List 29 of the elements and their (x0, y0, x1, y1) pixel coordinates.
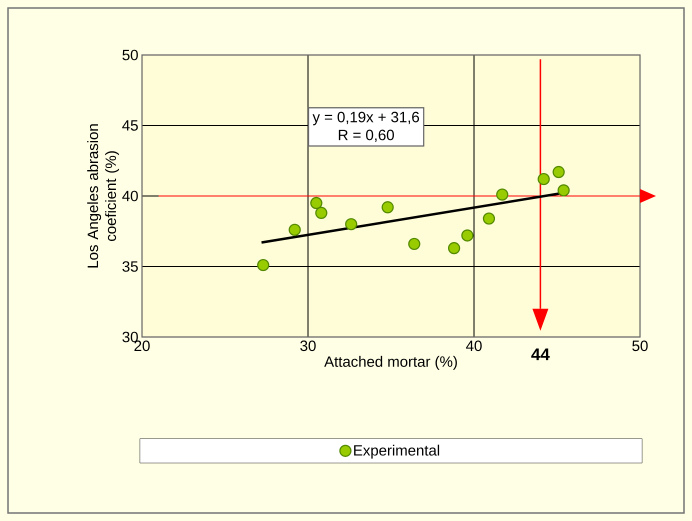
point (552, 166, 565, 178)
point (345, 218, 358, 230)
x-axis-title: Attached mortar (%) (324, 356, 457, 370)
point (315, 206, 328, 220)
annotation: y = 0,19x + 31,6 (312, 112, 420, 126)
x-tick-label: 40 (466, 340, 482, 352)
x-tick-label: 50 (632, 340, 648, 352)
point (482, 212, 496, 225)
y-tick-label: 45 (122, 120, 138, 131)
point (496, 188, 508, 201)
y-axis-title: Los Angeles abrasion coeficient (%) (87, 124, 120, 268)
point (448, 242, 460, 254)
point (382, 201, 394, 214)
point (257, 258, 270, 272)
point (461, 229, 474, 242)
y-tick-label: 40 (122, 190, 138, 202)
point (288, 224, 301, 236)
legend-label: Experimental (354, 444, 440, 459)
point (310, 196, 322, 210)
x-tick-label: 20 (134, 340, 150, 352)
ref-line-label: 44 (531, 348, 550, 360)
y-tick-label: 35 (122, 261, 138, 272)
annotation: R = 0,60 (338, 130, 394, 142)
point (408, 238, 420, 250)
y-tick-label: 30 (122, 332, 138, 342)
point (558, 184, 570, 196)
x-tick-label: 30 (300, 340, 316, 352)
y-tick-label: 50 (122, 50, 138, 60)
point (538, 172, 550, 186)
